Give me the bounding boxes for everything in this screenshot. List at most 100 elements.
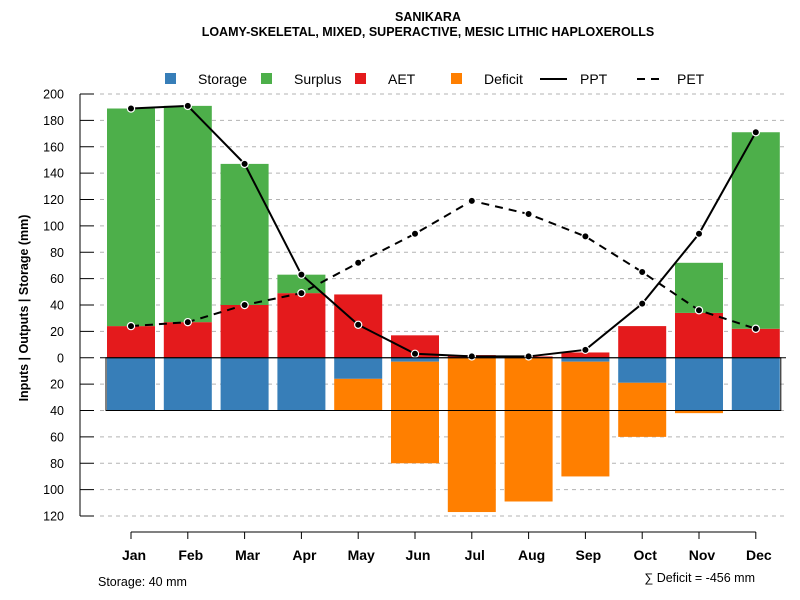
deficit-bar [334,378,383,411]
ppt-point [354,320,363,329]
deficit-bar [561,361,610,477]
ppt-point [183,101,192,111]
x-axis: Jan Feb Mar Apr May Jun Jul Aug Sep Oct Nov Dec [122,531,772,563]
deficit-note: ∑ Deficit = -456 mm [644,571,755,585]
storage-bar [334,357,383,379]
aet-bar [391,335,439,358]
y-tick-label: 140 [43,167,64,181]
y-tick-label: 100 [43,219,64,233]
ppt-point [297,270,306,279]
x-tick-label: Apr [292,547,317,563]
deficit-bar [675,410,723,414]
bars [105,105,782,513]
surplus-bar [277,274,326,294]
deficit-legend-label: Deficit [484,71,523,87]
chart-title: SANIKARA [395,10,461,24]
y-axis: 1201008060402002040608010012014016018020… [43,88,786,524]
ppt-point [126,104,136,113]
x-tick-label: Nov [689,547,716,563]
surplus-legend-swatch [261,73,272,84]
ppt-legend-label: PPT [580,71,608,87]
x-tick-label: Aug [518,547,545,563]
pet-point [410,229,420,238]
storage-bar [675,357,723,411]
ppt-point [751,128,761,137]
x-tick-label: Jan [122,547,146,563]
pet-point [183,317,192,327]
y-tick-label: 80 [50,457,64,471]
ppt-point [694,229,704,238]
y-tick-label: 200 [43,88,64,102]
x-tick-label: Jun [406,547,431,563]
ppt-point [240,159,249,169]
y-tick-label: 180 [43,114,64,128]
aet-bar [731,328,780,358]
pet-point [694,306,704,315]
x-tick-label: May [348,547,375,563]
x-tick-label: Dec [746,547,772,563]
deficit-bar [504,357,553,502]
pet-point [126,321,136,331]
storage-bar [731,357,780,411]
chart-subtitle: LOAMY-SKELETAL, MIXED, SUPERACTIVE, MESI… [202,25,655,39]
pet-point [751,324,761,333]
storage-bar [107,357,155,411]
x-tick-label: Oct [634,547,658,563]
ppt-point [638,299,647,308]
pet-line [130,199,757,330]
x-tick-label: Mar [235,547,260,563]
y-tick-label: 60 [50,272,64,286]
y-tick-label: 120 [43,193,64,207]
surplus-bar [107,108,155,327]
y-tick-label: 20 [50,378,64,392]
ppt-point [581,345,590,355]
y-tick-label: 60 [50,430,64,444]
surplus-bar [220,163,269,305]
ppt-point [410,349,420,358]
aet-bar [675,312,723,358]
y-tick-label: 40 [50,404,64,418]
ppt-point [467,352,476,361]
ppt-point [524,352,533,361]
aet-legend-swatch [355,73,366,84]
storage-legend-swatch [165,73,176,84]
deficit-bar [447,357,496,513]
ppt-line [130,104,757,358]
y-tick-label: 20 [50,325,64,339]
y-tick-label: 0 [57,351,64,365]
storage-bar [220,357,269,411]
deficit-bar [618,382,667,437]
pet-point [240,300,249,310]
aet-bar [561,352,610,358]
aet-bar [277,293,326,358]
x-tick-label: Feb [178,547,203,563]
legend: Storage Surplus AET Deficit PPT PET [165,71,705,87]
y-tick-label: 160 [43,140,64,154]
aet-bar [618,326,667,358]
storage-bar [391,357,439,362]
pet-point [524,209,533,219]
y-tick-label: 100 [43,483,64,497]
storage-bar [618,357,667,383]
surplus-bar [731,132,780,329]
surplus-bar [675,262,723,313]
surplus-legend-label: Surplus [294,71,341,87]
y-tick-label: 40 [50,299,64,313]
pet-point [354,258,363,267]
storage-note: Storage: 40 mm [98,575,187,589]
aet-bar [107,326,155,358]
pet-point [638,267,647,277]
pet-legend-label: PET [677,71,705,87]
deficit-legend-swatch [451,73,462,84]
x-tick-label: Sep [576,547,602,563]
aet-bar [220,305,269,358]
storage-bar [277,357,326,411]
storage-legend-label: Storage [198,71,247,87]
storage-bar [163,357,212,411]
y-tick-label: 120 [43,510,64,524]
storage-bar [561,357,610,362]
surplus-bar [163,105,212,323]
x-tick-label: Jul [465,547,485,563]
deficit-bar [391,361,439,464]
